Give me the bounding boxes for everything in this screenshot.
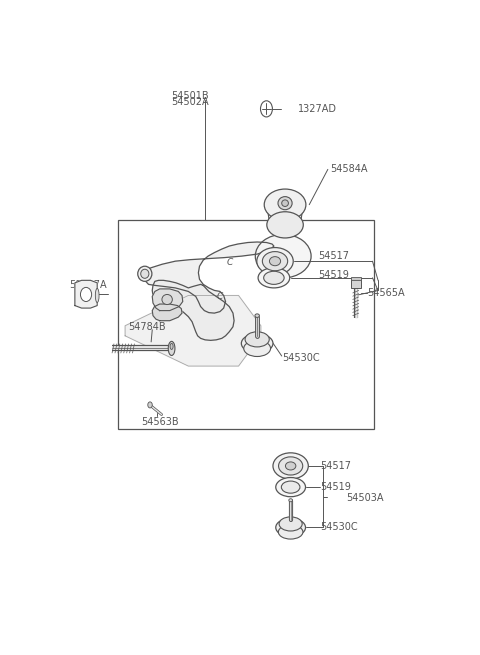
Polygon shape — [152, 280, 234, 341]
Ellipse shape — [138, 266, 152, 282]
Polygon shape — [152, 289, 183, 310]
Ellipse shape — [244, 341, 271, 356]
Text: 54784B: 54784B — [128, 322, 165, 331]
Text: 54517: 54517 — [321, 461, 351, 471]
Ellipse shape — [96, 288, 99, 303]
Bar — [351, 277, 360, 280]
Ellipse shape — [263, 252, 288, 271]
Ellipse shape — [255, 314, 259, 318]
Text: 54584A: 54584A — [330, 164, 367, 174]
Polygon shape — [152, 304, 182, 321]
Ellipse shape — [282, 200, 288, 206]
Ellipse shape — [81, 288, 92, 301]
Text: 59627A: 59627A — [69, 280, 107, 290]
Ellipse shape — [278, 457, 303, 475]
Ellipse shape — [258, 268, 290, 288]
Ellipse shape — [276, 518, 305, 536]
Polygon shape — [75, 280, 97, 308]
Text: 54517: 54517 — [319, 251, 349, 261]
Text: 54519: 54519 — [321, 482, 351, 492]
Ellipse shape — [278, 196, 292, 210]
Text: 54530C: 54530C — [282, 352, 320, 362]
Text: 54563B: 54563B — [141, 417, 179, 426]
Ellipse shape — [257, 248, 293, 275]
Ellipse shape — [270, 217, 300, 238]
Ellipse shape — [168, 341, 175, 356]
Ellipse shape — [241, 334, 273, 353]
Text: 54503A: 54503A — [347, 493, 384, 503]
Text: 54501B: 54501B — [171, 91, 209, 101]
Text: C: C — [226, 258, 232, 267]
Ellipse shape — [170, 343, 173, 349]
Ellipse shape — [273, 453, 308, 479]
Polygon shape — [125, 295, 261, 366]
Text: 54502A: 54502A — [171, 98, 209, 107]
Ellipse shape — [245, 332, 269, 347]
Ellipse shape — [267, 212, 303, 238]
Ellipse shape — [264, 189, 306, 220]
Ellipse shape — [255, 234, 311, 278]
Ellipse shape — [286, 462, 296, 470]
Circle shape — [148, 402, 152, 408]
Ellipse shape — [289, 498, 292, 502]
Ellipse shape — [141, 269, 149, 278]
Text: 54530C: 54530C — [321, 523, 358, 533]
Ellipse shape — [278, 525, 303, 539]
Ellipse shape — [279, 517, 302, 531]
Ellipse shape — [281, 481, 300, 493]
Text: 54519: 54519 — [319, 270, 349, 280]
Text: 1327AD: 1327AD — [298, 104, 337, 114]
Ellipse shape — [269, 257, 281, 266]
Bar — [351, 279, 360, 288]
Circle shape — [261, 101, 273, 117]
Text: C: C — [217, 292, 223, 301]
Ellipse shape — [162, 295, 172, 305]
Ellipse shape — [276, 477, 305, 496]
Text: 54565A: 54565A — [368, 288, 405, 298]
Bar — [118, 220, 374, 429]
Polygon shape — [142, 242, 274, 313]
Ellipse shape — [264, 271, 284, 284]
